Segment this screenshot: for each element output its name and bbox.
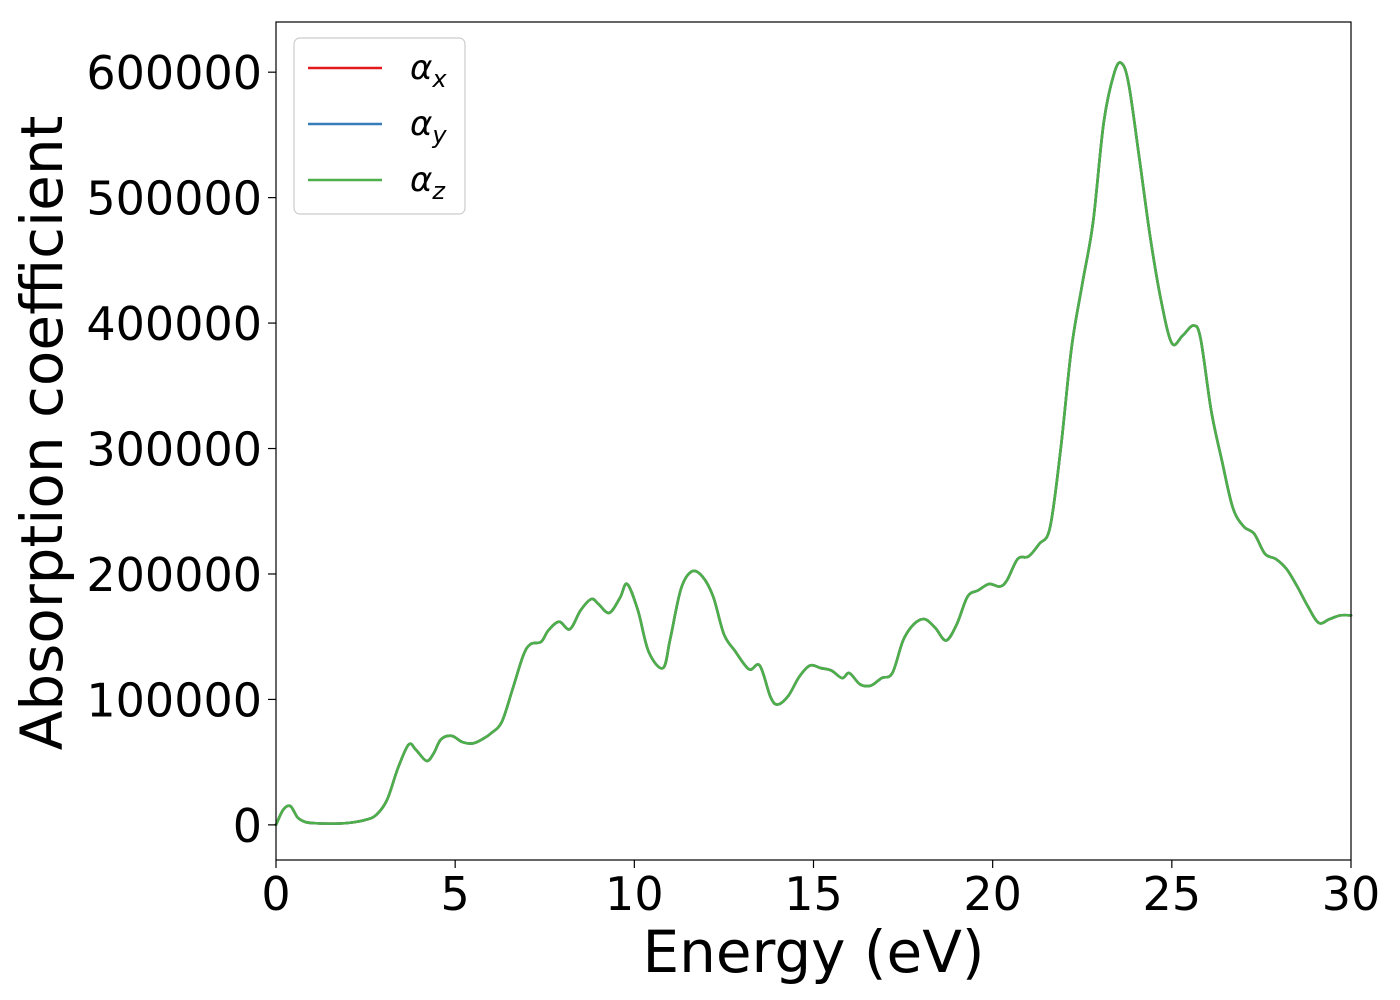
- x-axis-ticks: 0 5 10 15 20 25 30: [261, 860, 1380, 921]
- x-tick-label: 15: [784, 867, 843, 921]
- x-axis-title: Energy (eV): [642, 918, 984, 986]
- x-tick-label: 30: [1322, 867, 1381, 921]
- legend-label-alpha-y: αy: [410, 104, 447, 149]
- legend: αx αy αz: [293, 37, 466, 215]
- y-tick-label: 400000: [86, 297, 262, 351]
- x-tick-label: 0: [261, 867, 290, 921]
- x-tick-label: 10: [605, 867, 664, 921]
- y-tick-label: 500000: [86, 172, 262, 226]
- series-line-alpha-z: [274, 61, 1353, 827]
- y-tick-label: 100000: [86, 673, 262, 727]
- legend-box: [293, 37, 466, 215]
- y-axis-title: Absorption coefficient: [8, 116, 76, 751]
- x-tick-label: 5: [441, 867, 470, 921]
- legend-label-alpha-x: αx: [410, 48, 447, 93]
- y-axis-ticks: 0 100000 200000 300000 400000 500000 600000: [86, 46, 276, 853]
- x-tick-label: 25: [1143, 867, 1202, 921]
- y-tick-label: 200000: [86, 548, 262, 602]
- x-tick-label: 20: [963, 867, 1022, 921]
- y-tick-label: 600000: [86, 46, 262, 100]
- y-tick-label: 0: [233, 799, 262, 853]
- y-tick-label: 300000: [86, 423, 262, 477]
- legend-label-alpha-z: αz: [410, 160, 446, 205]
- plot-area: [274, 61, 1353, 827]
